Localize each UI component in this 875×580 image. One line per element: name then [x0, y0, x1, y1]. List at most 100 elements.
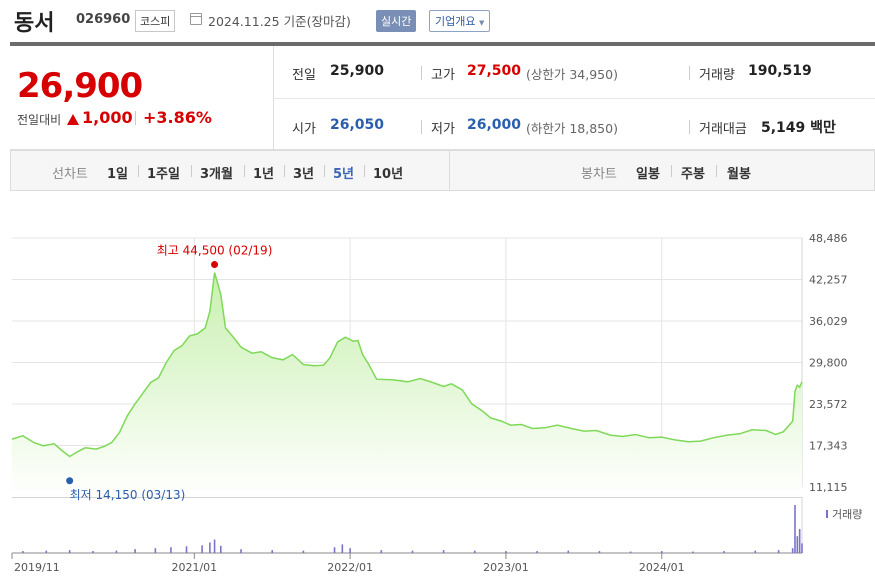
- volume-bar: [115, 550, 118, 553]
- quote-separator: [689, 66, 690, 80]
- change-separator: |: [133, 110, 138, 126]
- y-tick-label: 36,029: [809, 315, 848, 328]
- lower-limit: (하한가 18,850): [526, 121, 618, 136]
- volume-bar: [185, 546, 188, 553]
- x-tick-label: 2024/01: [639, 561, 685, 574]
- volume-bar: [68, 550, 71, 553]
- header-divider: [10, 42, 875, 46]
- quote-separator: [421, 120, 422, 134]
- low-label: 저가: [431, 122, 455, 137]
- volume-bar: [505, 551, 507, 553]
- volume-bar: [380, 550, 383, 553]
- quote-separator: [689, 120, 690, 134]
- calendar-icon: [190, 13, 202, 25]
- volume-legend-swatch: [826, 510, 828, 518]
- realtime-button[interactable]: 실시간: [376, 10, 417, 32]
- y-tick-label: 48,486: [809, 232, 848, 245]
- low-price: 26,000: [467, 117, 522, 133]
- tab-3y[interactable]: 3년: [293, 167, 315, 182]
- tab-divider: [138, 165, 139, 177]
- price-change: 1,000: [82, 108, 133, 127]
- tab-divider: [671, 165, 672, 177]
- upper-limit: (상한가 34,950): [526, 67, 618, 82]
- volume-bar: [794, 505, 796, 553]
- company-info-button[interactable]: 기업개요 ▼: [429, 10, 491, 32]
- y-tick-label: 23,572: [809, 398, 848, 411]
- volume-bar: [598, 551, 601, 553]
- price-area: [12, 272, 802, 497]
- volume-bar: [660, 551, 663, 553]
- price-line: [11, 272, 803, 458]
- market-badge: 코스피: [135, 10, 176, 32]
- up-triangle-icon: [67, 114, 79, 125]
- volume-bar: [801, 543, 803, 553]
- x-tick-label: 2021/01: [171, 561, 217, 574]
- volume-bar: [240, 549, 242, 553]
- high-price: 27,500: [467, 63, 522, 79]
- tab-3m[interactable]: 3개월: [200, 167, 233, 182]
- chart-period-tabs: 선차트 1일 1주일 3개월 1년 3년 5년 10년 봉차트 일봉 주봉 월봉: [10, 150, 875, 191]
- volume-bar: [219, 545, 222, 553]
- volume-bar: [442, 550, 445, 553]
- price-change-pct: +3.86%: [143, 108, 212, 127]
- volume-bar: [411, 550, 414, 553]
- price-summary: 26,900 전일대비 1,000 | +3.86% 전일 25,900 고가 …: [10, 46, 875, 150]
- volume-bar: [341, 544, 344, 553]
- volume-bar: [798, 529, 801, 553]
- quote-separator: [421, 66, 422, 80]
- tab-divider: [191, 165, 192, 177]
- quote-row-divider: [273, 98, 875, 99]
- volume-bar: [567, 550, 570, 553]
- volume-value: 190,519: [748, 63, 812, 79]
- volume-bar: [92, 551, 94, 553]
- volume-bar: [22, 551, 24, 553]
- high-label: 고가: [431, 68, 455, 83]
- tab-divider: [716, 165, 717, 177]
- volume-bar: [170, 547, 172, 553]
- volume-bar: [723, 551, 725, 553]
- stock-name: 동서: [14, 11, 55, 36]
- line-chart-label: 선차트: [52, 167, 88, 182]
- amount-value: 5,149 백만: [761, 120, 836, 136]
- volume-bar: [629, 551, 632, 553]
- tab-1w[interactable]: 1주일: [147, 167, 180, 182]
- volume-bar: [333, 547, 336, 553]
- candle-chart-label: 봉차트: [581, 167, 617, 182]
- prev-label: 전일: [292, 68, 316, 83]
- volume-bar: [271, 550, 274, 553]
- volume-legend: 거래량: [832, 508, 862, 521]
- y-tick-label: 11,115: [809, 481, 848, 494]
- stock-code: 026960: [76, 12, 131, 27]
- tab-10y[interactable]: 10년: [373, 167, 404, 182]
- volume-bar: [134, 549, 136, 553]
- x-tick-label: 2023/01: [483, 561, 529, 574]
- tab-daily[interactable]: 일봉: [636, 167, 660, 182]
- tab-weekly[interactable]: 주봉: [681, 167, 705, 182]
- tab-1d[interactable]: 1일: [107, 167, 129, 182]
- volume-bar: [692, 551, 694, 553]
- tab-1y[interactable]: 1년: [253, 167, 275, 182]
- low-annotation: 최저 14,150 (03/13): [70, 488, 186, 502]
- volume-bar: [349, 548, 351, 553]
- x-tick-label: 2022/01: [327, 561, 373, 574]
- tab-5y[interactable]: 5년: [333, 167, 355, 182]
- volume-bar: [777, 550, 780, 553]
- tab-monthly[interactable]: 월봉: [727, 167, 751, 182]
- volume-bar: [45, 550, 48, 553]
- quote-date: 2024.11.25 기준(장마감): [208, 11, 351, 30]
- current-price: 26,900: [17, 66, 143, 106]
- y-tick-label: 29,800: [809, 357, 848, 370]
- x-tick-label: 2019/11: [14, 561, 60, 574]
- volume-bar: [302, 550, 305, 553]
- change-label: 전일대비: [17, 113, 62, 127]
- amount-label: 거래대금: [699, 122, 747, 137]
- date-suffix: 기준(장마감): [283, 14, 351, 29]
- tabs-divider: [449, 151, 450, 190]
- high-point-marker: [211, 261, 219, 269]
- tab-divider: [244, 165, 245, 177]
- volume-label: 거래량: [699, 68, 735, 83]
- stock-header: 동서 026960 코스피 2024.11.25 기준(장마감) 실시간 기업개…: [0, 0, 875, 44]
- open-price: 26,050: [330, 117, 385, 133]
- high-annotation: 최고 44,500 (02/19): [157, 244, 273, 258]
